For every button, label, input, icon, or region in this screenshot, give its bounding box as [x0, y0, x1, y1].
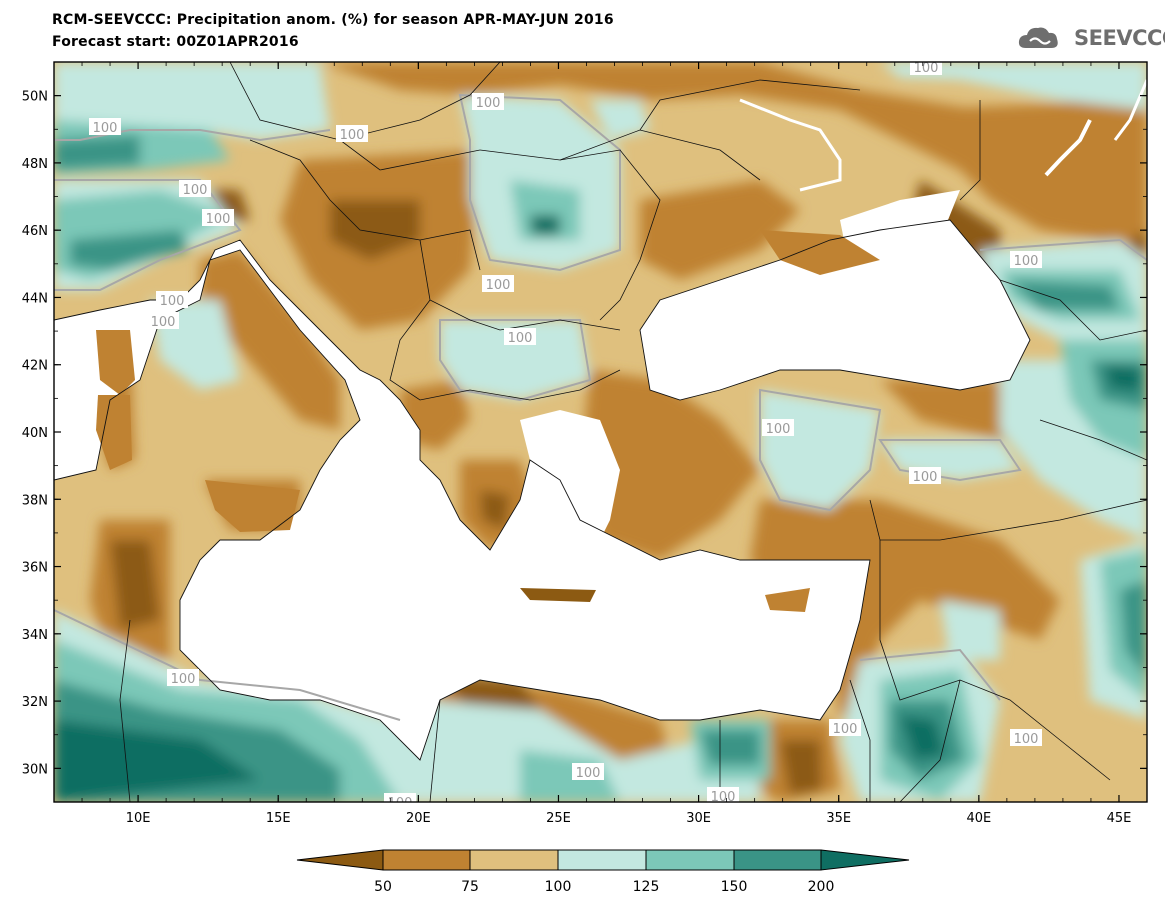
- longitude-axis: 10E 15E 20E 25E 30E 35E 40E 45E: [81, 62, 1148, 826]
- cloud-icon: [1018, 27, 1058, 48]
- colorbar-segment: [557, 849, 647, 871]
- svg-text:100: 100: [183, 183, 208, 198]
- colorbar-tick-label: 125: [633, 879, 660, 895]
- contour-label: 100: [482, 275, 514, 293]
- svg-text:100: 100: [913, 470, 938, 485]
- lon-tick-label: 20E: [406, 811, 431, 826]
- contour-label: 100: [909, 467, 941, 485]
- contour-label: 100: [147, 312, 179, 330]
- sea-areas: [54, 190, 1030, 760]
- svg-text:100: 100: [171, 672, 196, 687]
- svg-text:100: 100: [508, 331, 533, 346]
- contour-labels: 100 100 100 100 100 100 100 100 100 100 100 100 100 1…: [89, 61, 1042, 811]
- colorbar-segment: [382, 849, 471, 871]
- colorbar-arrow-high: [820, 849, 910, 871]
- contour-label: 100: [202, 209, 234, 227]
- svg-text:100: 100: [1014, 732, 1039, 747]
- svg-text:100: 100: [93, 121, 118, 136]
- map-title: RCM-SEEVCCC: Precipitation anom. (%) for…: [52, 12, 614, 28]
- contour-label: 100: [762, 419, 794, 437]
- contour-label: 100: [336, 125, 368, 143]
- contour-label: 100: [1010, 729, 1042, 747]
- lat-tick-label: 48N: [22, 157, 48, 172]
- precipitation-anomaly-field: 100 100 100 100 100 100 100 100 100 100 100 100 100 1…: [54, 61, 1147, 811]
- country-borders: [119, 62, 1147, 802]
- lat-tick-label: 32N: [22, 695, 48, 710]
- svg-text:100: 100: [1014, 254, 1039, 269]
- latitude-axis: 50N 48N 46N 44N 42N 40N 38N 36N 34N 32N 30N: [22, 90, 1147, 777]
- colorbar-tick-label: 50: [374, 879, 392, 895]
- lon-tick-label: 10E: [126, 811, 151, 826]
- lat-tick-label: 34N: [22, 628, 48, 643]
- colorbar-tick-label: 100: [545, 879, 572, 895]
- contour-label: 100: [89, 118, 121, 136]
- contour-label: 100: [167, 669, 199, 687]
- svg-text:100: 100: [340, 128, 365, 143]
- lat-tick-label: 50N: [22, 90, 48, 105]
- svg-text:100: 100: [711, 790, 736, 805]
- svg-text:100: 100: [388, 796, 413, 811]
- colorbar-tick-label: 200: [808, 879, 835, 895]
- contour-label: 100: [910, 61, 942, 76]
- colorbar-segment: [645, 849, 735, 871]
- contour-label: 100: [707, 787, 739, 805]
- lon-tick-label: 30E: [686, 811, 711, 826]
- lon-tick-label: 25E: [546, 811, 571, 826]
- contour-label: 100: [504, 328, 536, 346]
- lon-tick-label: 40E: [966, 811, 991, 826]
- lat-tick-label: 36N: [22, 561, 48, 576]
- contour-label: 100: [156, 291, 188, 309]
- lat-tick-label: 44N: [22, 291, 48, 306]
- colorbar: 50 75 100 125 150 200: [296, 849, 910, 895]
- svg-text:100: 100: [476, 96, 501, 111]
- lon-tick-label: 15E: [266, 811, 291, 826]
- forecast-start-label: Forecast start: 00Z01APR2016: [52, 34, 299, 50]
- svg-text:100: 100: [151, 315, 176, 330]
- colorbar-segment: [469, 849, 559, 871]
- svg-text:100: 100: [486, 278, 511, 293]
- lat-tick-label: 46N: [22, 224, 48, 239]
- lat-tick-label: 30N: [22, 762, 48, 777]
- contour-label: 100: [1010, 251, 1042, 269]
- colorbar-arrow-low: [296, 849, 384, 871]
- lat-tick-label: 42N: [22, 359, 48, 374]
- svg-text:100: 100: [833, 722, 858, 737]
- contour-label: 100: [179, 180, 211, 198]
- contour-label: 100: [829, 719, 861, 737]
- contour-label: 100: [384, 793, 416, 811]
- colorbar-tick-label: 75: [461, 879, 479, 895]
- colorbar-segment: [733, 849, 822, 871]
- contour-label: 100: [472, 93, 504, 111]
- svg-text:100: 100: [766, 422, 791, 437]
- svg-text:100: 100: [576, 766, 601, 781]
- lon-tick-label: 35E: [826, 811, 851, 826]
- lat-tick-label: 38N: [22, 493, 48, 508]
- contour-label: 100: [572, 763, 604, 781]
- svg-text:100: 100: [160, 294, 185, 309]
- svg-text:100: 100: [914, 61, 939, 76]
- logo-text: SEEVCCC: [1074, 26, 1165, 50]
- lon-tick-label: 45E: [1107, 811, 1132, 826]
- lat-tick-label: 40N: [22, 426, 48, 441]
- colorbar-tick-label: 150: [721, 879, 748, 895]
- svg-text:100: 100: [206, 212, 231, 227]
